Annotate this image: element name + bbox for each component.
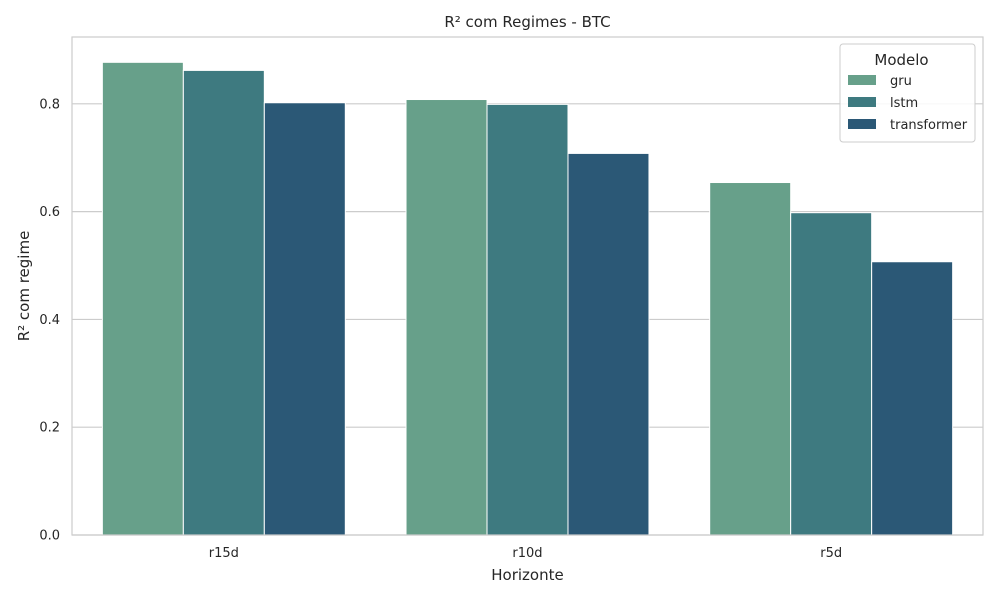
x-tick-label: r5d [820,546,842,561]
bar-gru-r10d [405,99,488,536]
legend-box [839,43,976,143]
y-tick-label: 0.8 [39,97,60,112]
legend-swatch-transformer [848,119,876,129]
legend: Modelo gru lstm transformer [839,43,976,143]
legend-label-transformer: transformer [890,118,968,133]
bar-lstm-r15d [182,69,265,536]
legend-label-gru: gru [890,74,912,89]
bar-transformer-r15d [263,102,346,536]
plot-frame [71,36,984,536]
x-tick-label: r15d [209,546,239,561]
y-tick-label: 0.2 [39,421,60,436]
bars [101,61,954,536]
legend-title: Modelo [874,51,928,69]
bar-transformer-r5d [871,261,954,536]
bar-lstm-r10d [486,103,569,536]
bar-lstm-r5d [790,212,873,536]
x-tick-labels: r15d r10d r5d [209,546,842,561]
x-tick-label: r10d [512,546,542,561]
y-tick-label: 0.6 [39,205,60,220]
bar-transformer-r10d [567,152,650,536]
y-tick-labels: 0.0 0.2 0.4 0.6 0.8 [39,97,60,543]
y-axis-label: R² com regime [15,231,33,342]
x-axis-label: Horizonte [491,566,563,584]
y-tick-label: 0.4 [39,313,60,328]
chart-title: R² com Regimes - BTC [444,13,610,31]
legend-items: gru lstm transformer [848,74,968,133]
y-tick-label: 0.0 [39,529,60,544]
bar-gru-r15d [101,61,184,536]
legend-label-lstm: lstm [890,96,918,111]
legend-swatch-gru [848,75,876,85]
bar-gru-r5d [709,182,792,536]
legend-swatch-lstm [848,97,876,107]
